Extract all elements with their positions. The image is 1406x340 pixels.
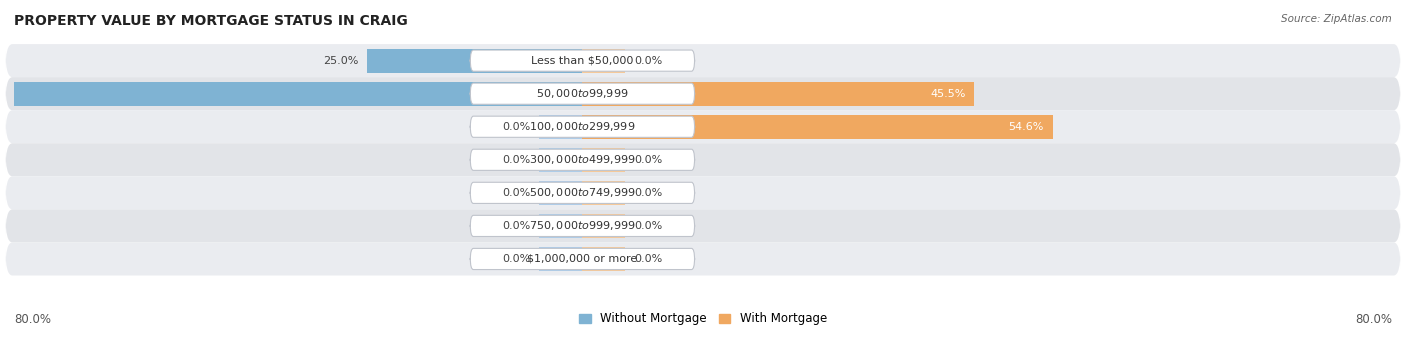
Text: $1,000,000 or more: $1,000,000 or more bbox=[527, 254, 637, 264]
Bar bbox=[540, 214, 582, 238]
FancyBboxPatch shape bbox=[471, 83, 695, 104]
Text: 0.0%: 0.0% bbox=[502, 155, 531, 165]
FancyBboxPatch shape bbox=[471, 149, 695, 170]
Text: $100,000 to $299,999: $100,000 to $299,999 bbox=[529, 120, 636, 133]
FancyBboxPatch shape bbox=[6, 143, 1400, 176]
Text: 45.5%: 45.5% bbox=[931, 89, 966, 99]
Bar bbox=[582, 181, 626, 205]
FancyBboxPatch shape bbox=[471, 249, 695, 270]
Bar bbox=[582, 247, 626, 271]
Text: Source: ZipAtlas.com: Source: ZipAtlas.com bbox=[1281, 14, 1392, 23]
FancyBboxPatch shape bbox=[6, 176, 1400, 209]
Bar bbox=[540, 181, 582, 205]
FancyBboxPatch shape bbox=[471, 50, 695, 71]
FancyBboxPatch shape bbox=[6, 209, 1400, 242]
FancyBboxPatch shape bbox=[6, 44, 1400, 77]
Text: 0.0%: 0.0% bbox=[502, 254, 531, 264]
Bar bbox=[0, 82, 582, 106]
Text: 0.0%: 0.0% bbox=[634, 188, 662, 198]
FancyBboxPatch shape bbox=[471, 116, 695, 137]
FancyBboxPatch shape bbox=[6, 110, 1400, 143]
Text: $50,000 to $99,999: $50,000 to $99,999 bbox=[536, 87, 628, 100]
Bar bbox=[367, 49, 582, 72]
Text: 25.0%: 25.0% bbox=[323, 56, 359, 66]
FancyBboxPatch shape bbox=[6, 242, 1400, 275]
Legend: Without Mortgage, With Mortgage: Without Mortgage, With Mortgage bbox=[579, 312, 827, 325]
Bar bbox=[582, 214, 626, 238]
Text: 0.0%: 0.0% bbox=[634, 221, 662, 231]
Bar bbox=[540, 148, 582, 172]
Bar bbox=[582, 49, 626, 72]
Text: 0.0%: 0.0% bbox=[502, 188, 531, 198]
Text: 0.0%: 0.0% bbox=[634, 254, 662, 264]
Text: $750,000 to $999,999: $750,000 to $999,999 bbox=[529, 219, 636, 233]
Text: 54.6%: 54.6% bbox=[1008, 122, 1045, 132]
Text: $300,000 to $499,999: $300,000 to $499,999 bbox=[529, 153, 636, 166]
Text: 80.0%: 80.0% bbox=[1355, 313, 1392, 326]
Text: 80.0%: 80.0% bbox=[14, 313, 51, 326]
Bar bbox=[582, 82, 974, 106]
Text: 0.0%: 0.0% bbox=[502, 221, 531, 231]
Bar bbox=[540, 115, 582, 139]
FancyBboxPatch shape bbox=[471, 182, 695, 203]
FancyBboxPatch shape bbox=[471, 215, 695, 237]
Text: 0.0%: 0.0% bbox=[634, 56, 662, 66]
Text: 0.0%: 0.0% bbox=[502, 122, 531, 132]
Bar bbox=[582, 115, 1053, 139]
Bar bbox=[582, 148, 626, 172]
Text: $500,000 to $749,999: $500,000 to $749,999 bbox=[529, 186, 636, 199]
Text: 0.0%: 0.0% bbox=[634, 155, 662, 165]
Bar bbox=[540, 247, 582, 271]
Text: PROPERTY VALUE BY MORTGAGE STATUS IN CRAIG: PROPERTY VALUE BY MORTGAGE STATUS IN CRA… bbox=[14, 14, 408, 28]
FancyBboxPatch shape bbox=[6, 77, 1400, 110]
Text: Less than $50,000: Less than $50,000 bbox=[531, 56, 634, 66]
